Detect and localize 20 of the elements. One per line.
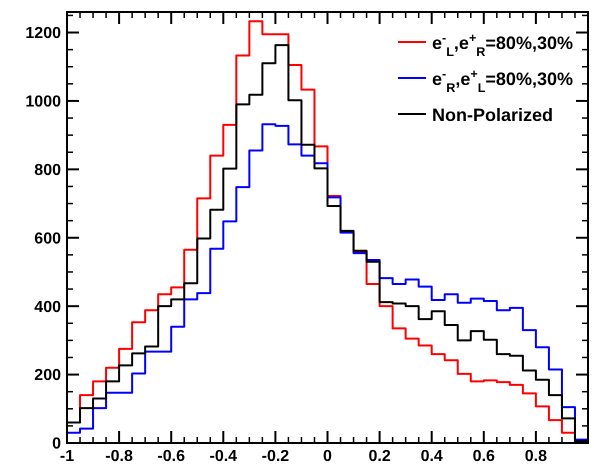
x-tick-label: 0.8 xyxy=(524,448,548,465)
legend-label: Non-Polarized xyxy=(432,105,554,125)
x-tick-label: -1 xyxy=(60,448,74,465)
legend-label: e$^{-}$$_{L}$,e$^{+}$$_{R}$=80%,30% xyxy=(432,31,573,59)
y-tick-label: 400 xyxy=(34,298,62,316)
y-tick-label: 200 xyxy=(34,367,62,384)
x-tick-label: -0.4 xyxy=(210,448,238,465)
x-tick-label: 0 xyxy=(323,448,332,465)
y-tick-label: 1000 xyxy=(25,94,62,111)
x-tick-label: 0.6 xyxy=(472,448,496,465)
x-tick-label: -0.6 xyxy=(157,448,186,465)
y-tick-label: 800 xyxy=(34,162,62,179)
y-tick-label: 600 xyxy=(34,230,62,248)
x-tick-label: 0.4 xyxy=(420,448,443,465)
y-tick-label: 0 xyxy=(52,436,62,453)
legend-label: e$^{-}$$_{R}$,e$^{+}$$_{L}$=80%,30% xyxy=(432,67,573,95)
y-tick-label: 1200 xyxy=(25,25,62,42)
x-tick-label: -0.8 xyxy=(105,448,133,465)
x-tick-label: 0.2 xyxy=(368,448,391,465)
x-tick-label: -0.2 xyxy=(262,448,290,465)
